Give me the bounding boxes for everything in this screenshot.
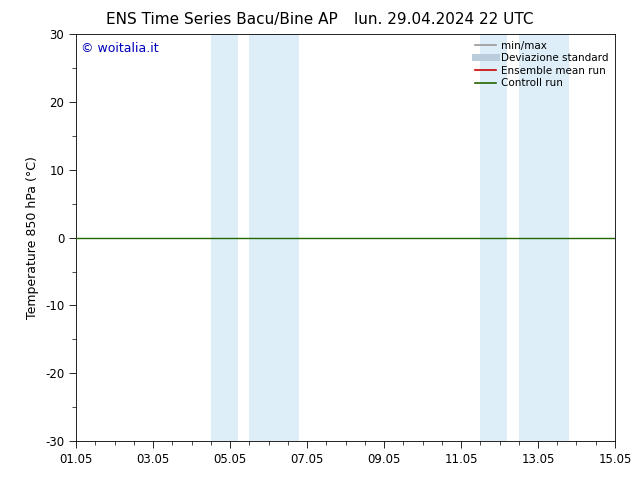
Text: ENS Time Series Bacu/Bine AP: ENS Time Series Bacu/Bine AP (106, 12, 338, 27)
Bar (210, 34, 238, 441)
Y-axis label: Temperature 850 hPa (°C): Temperature 850 hPa (°C) (27, 156, 39, 319)
Bar (519, 34, 569, 441)
Text: © woitalia.it: © woitalia.it (81, 43, 159, 55)
Text: lun. 29.04.2024 22 UTC: lun. 29.04.2024 22 UTC (354, 12, 534, 27)
Bar (480, 34, 507, 441)
Bar (249, 34, 299, 441)
Legend: min/max, Deviazione standard, Ensemble mean run, Controll run: min/max, Deviazione standard, Ensemble m… (472, 37, 612, 92)
